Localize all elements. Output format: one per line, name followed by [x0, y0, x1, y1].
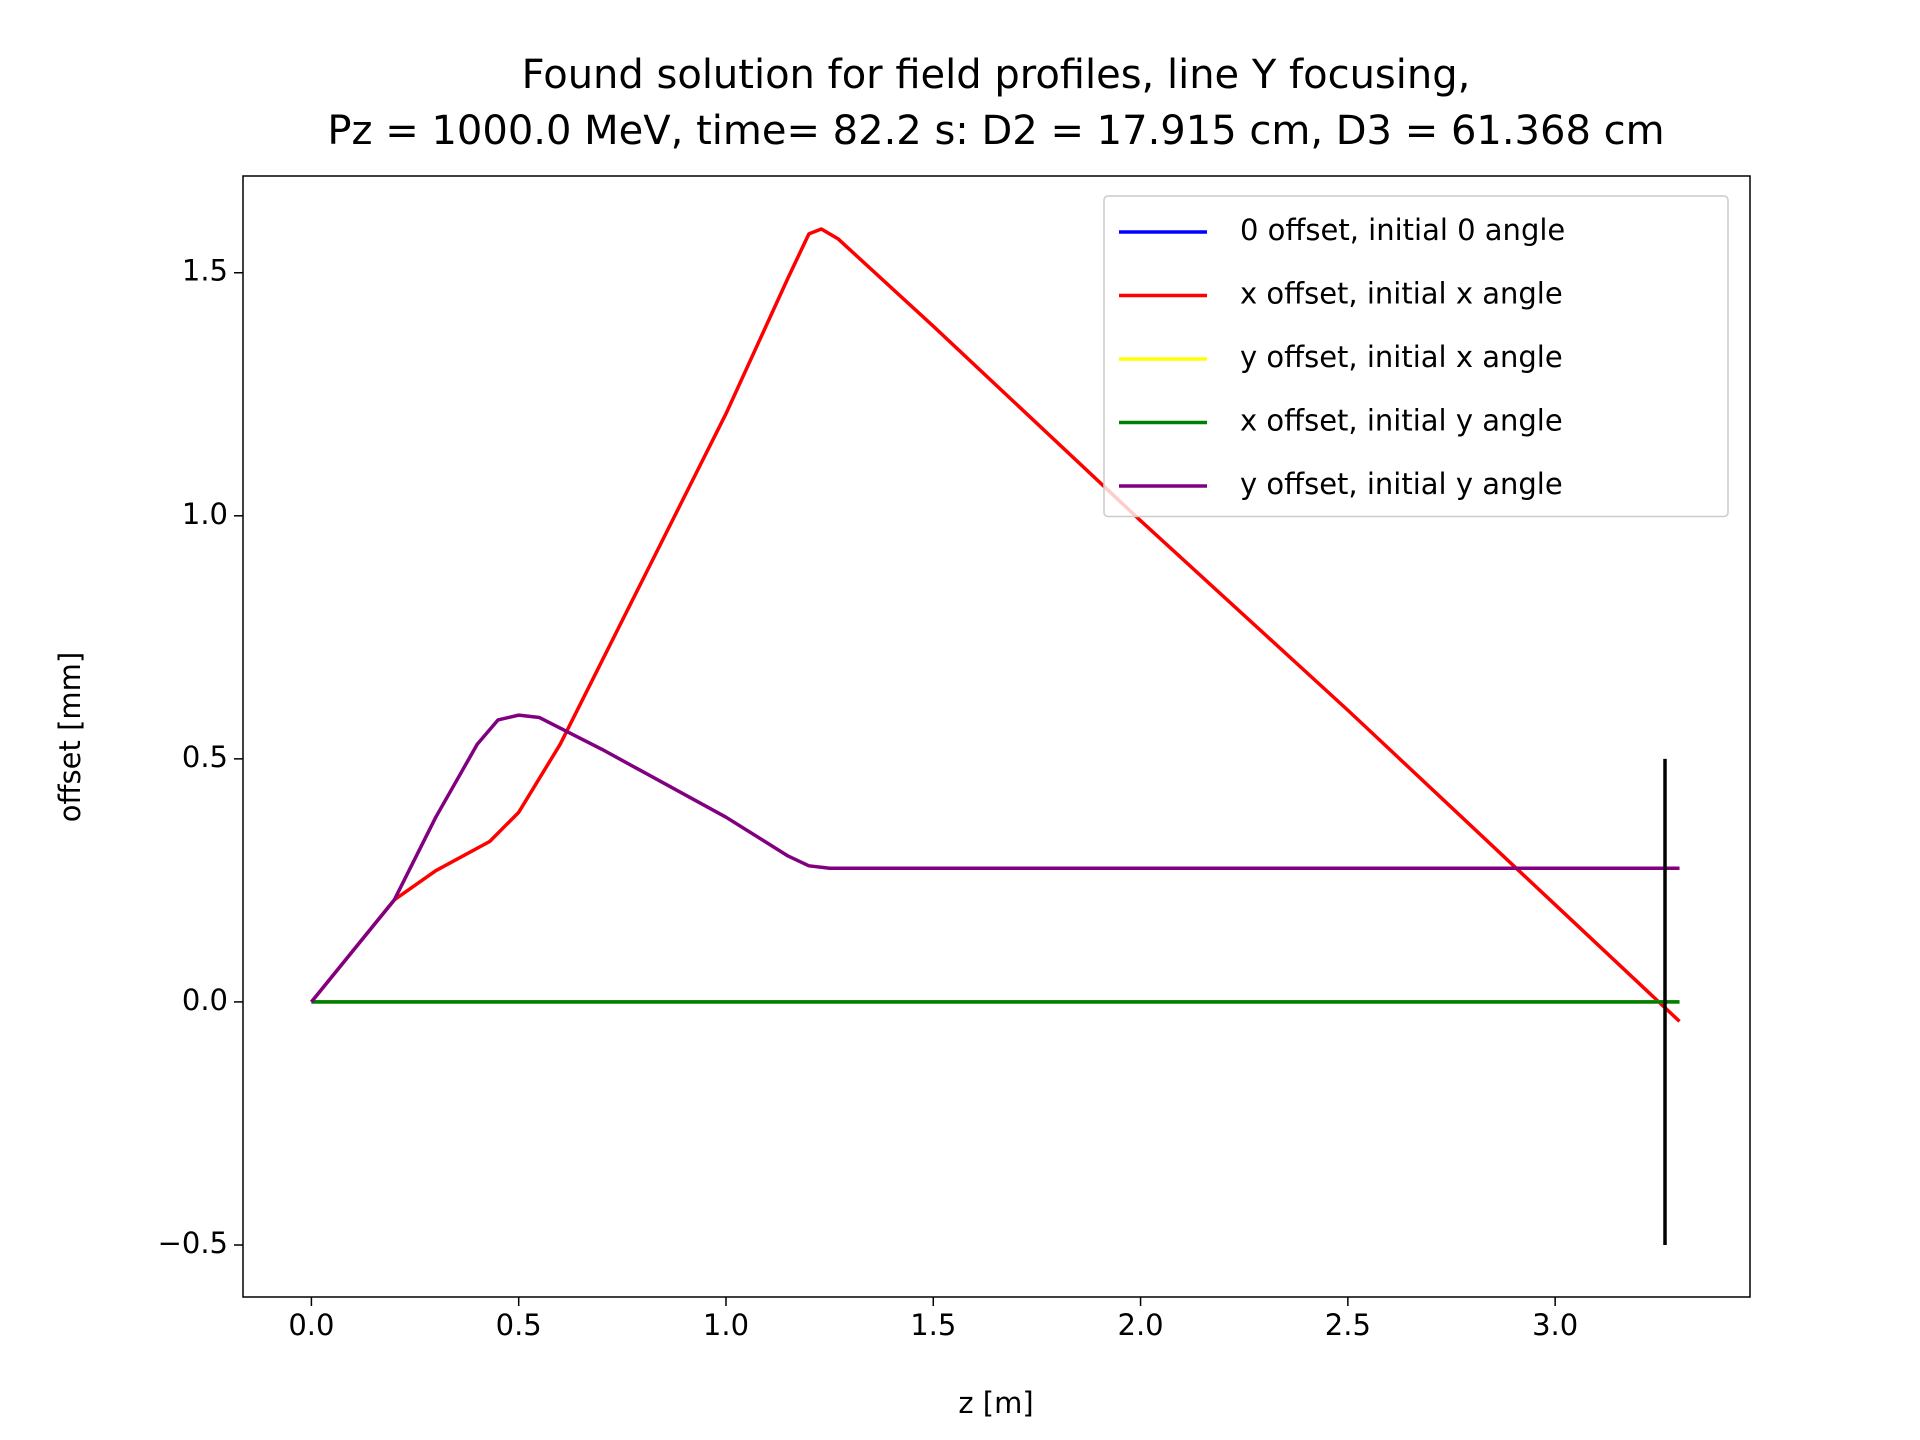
legend-label: x offset, initial y angle: [1240, 404, 1563, 438]
y-tick-label: 0.5: [182, 740, 228, 774]
x-tick-label: 3.0: [1532, 1308, 1578, 1342]
x-tick-label: 1.0: [703, 1308, 749, 1342]
plot-frame: [242, 175, 1751, 1298]
y-tick-label: 0.0: [182, 983, 228, 1017]
x-axis-label: z [m]: [958, 1386, 1033, 1420]
legend-label: y offset, initial x angle: [1240, 340, 1563, 374]
x-tick-label: 0.5: [496, 1308, 542, 1342]
legend-box: [1103, 195, 1729, 518]
series-line: [310, 227, 1681, 1023]
chart-title: Pz = 1000.0 MeV, time= 82.2 s: D2 = 17.9…: [327, 108, 1664, 154]
chart-title: Found solution for field profiles, line …: [522, 52, 1471, 98]
x-tick-label: 2.5: [1325, 1308, 1371, 1342]
y-axis-label: offset [mm]: [53, 652, 87, 822]
y-tick-label: −0.5: [158, 1226, 228, 1260]
legend-label: 0 offset, initial 0 angle: [1240, 213, 1565, 247]
y-tick-label: 1.0: [182, 497, 228, 531]
legend-label: x offset, initial x angle: [1240, 277, 1563, 311]
legend-label: y offset, initial y angle: [1240, 467, 1563, 501]
series-line: [310, 713, 1680, 1004]
y-tick-label: 1.5: [182, 254, 228, 288]
x-tick-label: 1.5: [910, 1308, 956, 1342]
x-tick-label: 2.0: [1118, 1308, 1164, 1342]
x-tick-label: 0.0: [288, 1308, 334, 1342]
